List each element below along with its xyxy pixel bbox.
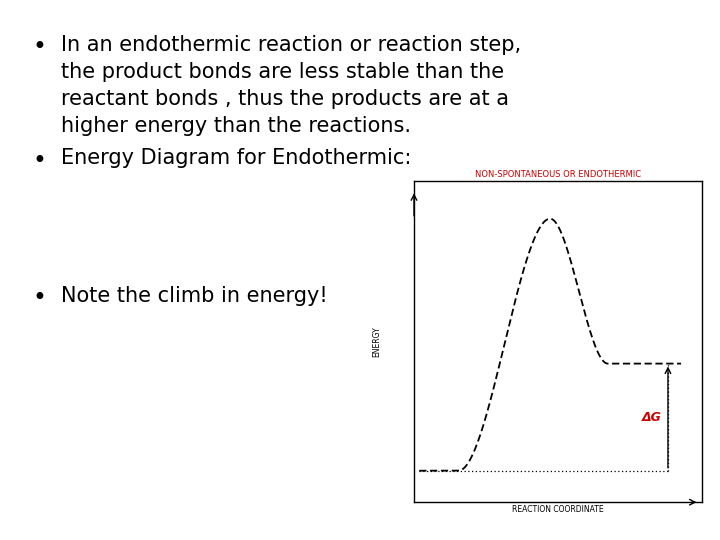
Text: Energy Diagram for Endothermic:: Energy Diagram for Endothermic:	[61, 148, 412, 168]
X-axis label: REACTION COORDINATE: REACTION COORDINATE	[512, 505, 604, 514]
Text: In an endothermic reaction or reaction step,: In an endothermic reaction or reaction s…	[61, 35, 521, 55]
Text: the product bonds are less stable than the: the product bonds are less stable than t…	[61, 62, 504, 82]
Text: reactant bonds , thus the products are at a: reactant bonds , thus the products are a…	[61, 89, 509, 109]
Text: ΔG: ΔG	[642, 410, 662, 424]
Text: •: •	[32, 286, 46, 310]
Text: •: •	[32, 35, 46, 59]
Text: higher energy than the reactions.: higher energy than the reactions.	[61, 116, 411, 136]
Text: ENERGY: ENERGY	[372, 326, 381, 357]
Text: Note the climb in energy!: Note the climb in energy!	[61, 286, 328, 306]
Title: NON-SPONTANEOUS OR ENDOTHERMIC: NON-SPONTANEOUS OR ENDOTHERMIC	[475, 170, 641, 179]
Text: •: •	[32, 148, 46, 172]
